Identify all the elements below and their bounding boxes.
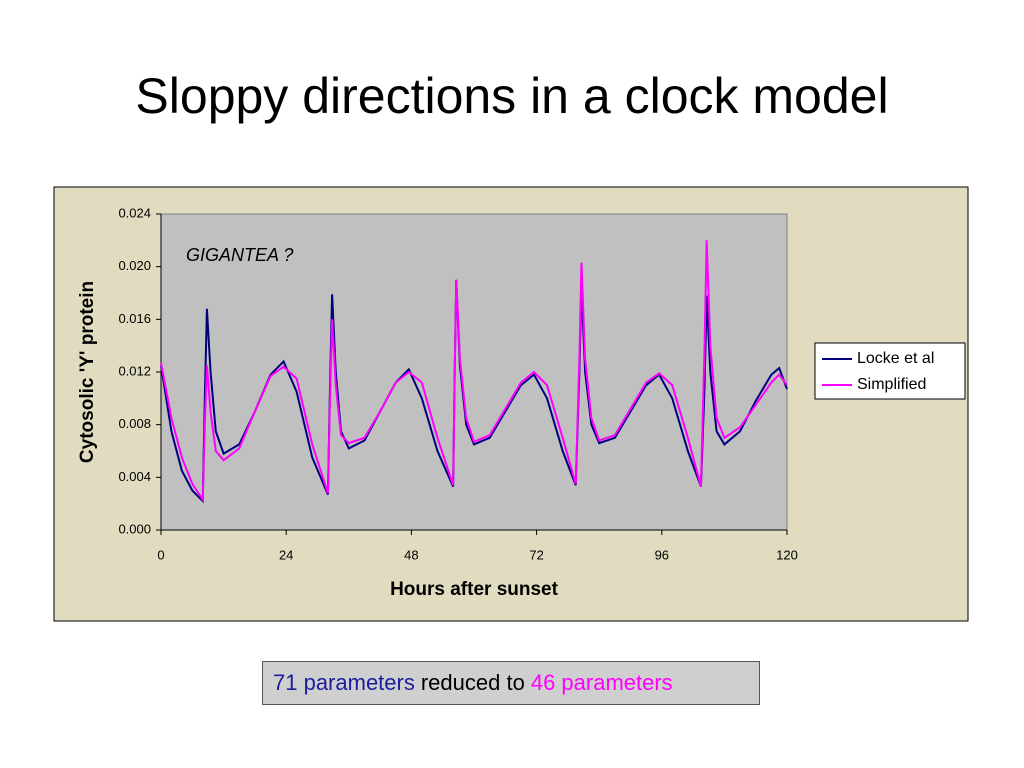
y-tick-label: 0.000	[118, 521, 151, 536]
y-tick-label: 0.008	[118, 416, 151, 431]
y-tick-label: 0.004	[118, 469, 151, 484]
y-tick-label: 0.024	[118, 205, 151, 220]
x-tick-label: 72	[529, 547, 543, 562]
y-axis-label: Cytosolic 'Y' protein	[77, 281, 98, 463]
caption: 71 parameters reduced to 46 parameters	[262, 661, 760, 705]
x-tick-label: 24	[279, 547, 293, 562]
x-tick-label: 0	[157, 547, 164, 562]
y-tick-label: 0.012	[118, 363, 151, 378]
x-axis-label: Hours after sunset	[390, 579, 559, 600]
annotation: GIGANTEA ?	[186, 245, 293, 265]
slide-title: Sloppy directions in a clock model	[135, 68, 888, 124]
plot-area	[160, 213, 788, 531]
caption-part: 46 parameters	[530, 670, 673, 695]
x-tick-label: 96	[655, 547, 669, 562]
legend	[814, 342, 966, 400]
y-tick-label: 0.016	[118, 311, 151, 326]
y-tick-label: 0.020	[118, 258, 151, 273]
x-tick-label: 48	[404, 547, 418, 562]
legend-label: Simplified	[857, 376, 926, 393]
caption-part: 71 parameters	[273, 670, 415, 695]
caption-part: reduced to	[420, 670, 525, 695]
series-line	[160, 240, 788, 503]
chart: Sloppy directions in a clock model GIGAN…	[53, 68, 969, 622]
x-tick-label: 120	[776, 547, 798, 562]
legend-label: Locke et al	[857, 350, 934, 367]
